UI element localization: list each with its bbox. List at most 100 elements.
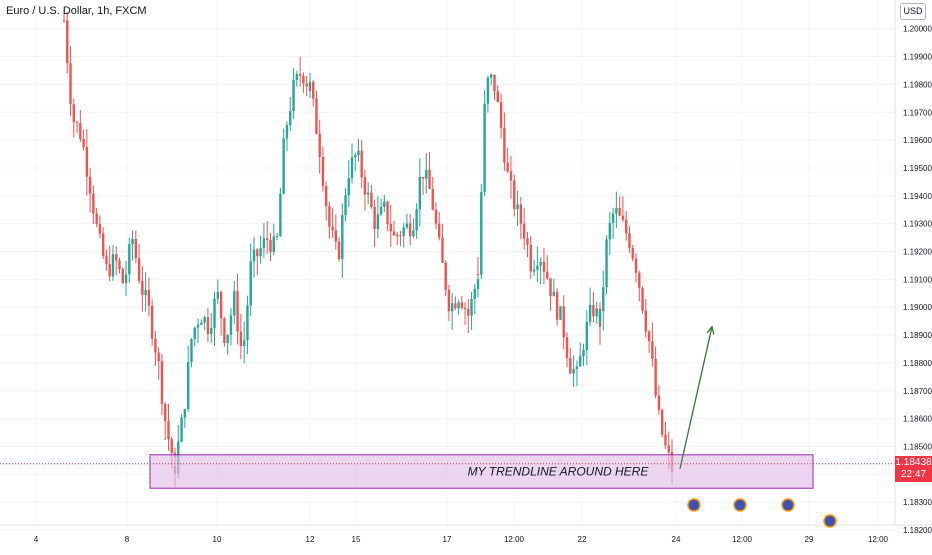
candle-body — [305, 83, 308, 87]
candle-body — [431, 188, 434, 210]
candle-body — [657, 395, 661, 410]
candle-body — [269, 239, 272, 252]
candle-body — [476, 273, 480, 275]
candle-body — [75, 122, 79, 124]
candle-body — [128, 244, 131, 275]
grid — [0, 0, 895, 531]
candle-body — [262, 238, 266, 249]
price-tick-label: 1.19800 — [903, 80, 932, 89]
candle-body — [289, 111, 292, 126]
support-zone-rect — [149, 454, 814, 489]
candle-body — [180, 417, 183, 442]
candle-body — [441, 237, 444, 263]
candle-body — [529, 244, 532, 272]
candle-body — [285, 125, 289, 139]
currency-button[interactable]: USD — [900, 3, 926, 20]
candle-body — [386, 201, 389, 225]
price-tick-label: 1.20000 — [903, 25, 932, 34]
candle-body — [226, 334, 229, 343]
candle-body — [150, 305, 154, 339]
price-tick-label: 1.18500 — [903, 442, 932, 451]
candle-body — [295, 74, 299, 80]
candle-body — [428, 169, 431, 189]
candle-body — [134, 239, 138, 259]
candle-body — [141, 281, 144, 295]
candle-body — [72, 104, 75, 123]
candle-body — [572, 369, 575, 374]
candle-body — [190, 338, 193, 362]
candle-body — [434, 209, 438, 224]
candle-body — [312, 81, 315, 99]
candle-body — [408, 223, 412, 237]
candle-body — [298, 74, 302, 76]
candle-body — [489, 74, 493, 78]
price-tick-label: 1.19200 — [903, 248, 932, 257]
economic-events — [687, 498, 837, 528]
candle-body — [526, 238, 529, 245]
candle-body — [647, 331, 651, 342]
candle-body — [206, 317, 210, 335]
candle-body — [131, 239, 134, 245]
candle-body — [549, 278, 552, 297]
candle-body — [396, 235, 399, 237]
candle-body — [302, 75, 305, 84]
candle-body — [213, 298, 216, 328]
bar-countdown: 22:47 — [900, 469, 927, 480]
candle-body — [344, 195, 347, 216]
candle-body — [562, 306, 565, 338]
candle-body — [186, 361, 190, 410]
time-axis[interactable]: 4 8 10 12 15 17 12:00 22 24 12:00 29 12:00 — [0, 524, 932, 544]
candle-body — [631, 247, 634, 259]
candle-body — [88, 176, 92, 194]
candle-body — [611, 213, 615, 223]
chart-title: Euro / U.S. Dollar, 1h, FXCM — [6, 5, 147, 17]
price-tick-label: 1.19000 — [903, 303, 932, 312]
price-tick-label: 1.18300 — [903, 498, 932, 507]
candle-body — [62, 20, 66, 22]
candle-body — [555, 291, 559, 320]
candle-body — [256, 249, 259, 257]
candle-body — [605, 239, 608, 288]
candle-body — [438, 223, 441, 238]
candle-body — [624, 219, 628, 234]
candle-body — [292, 79, 295, 112]
candle-body — [101, 233, 105, 257]
candle-body — [347, 178, 350, 196]
candle-body — [588, 305, 592, 322]
price-axis[interactable]: 1.20000 1.19900 1.19800 1.19700 1.19600 1.195… — [894, 0, 932, 535]
time-tick-label: 22 — [578, 535, 587, 544]
candle-body — [249, 261, 252, 306]
candle-body — [460, 302, 464, 308]
candle-body — [513, 180, 516, 209]
candle-body — [667, 445, 670, 453]
overlays — [0, 325, 895, 469]
time-tick-label: 17 — [443, 535, 452, 544]
candle-body — [370, 192, 373, 208]
candle-body — [170, 439, 173, 453]
candle-body — [167, 420, 170, 440]
candle-body — [236, 291, 239, 332]
candle-body — [467, 308, 470, 316]
zone-label: MY TRENDLINE AROUND HERE — [468, 465, 650, 479]
candle-body — [506, 162, 509, 172]
candle-body — [363, 177, 367, 195]
price-tick-label: 1.18700 — [903, 387, 932, 396]
candle-body — [522, 223, 526, 239]
candle-body — [476, 279, 480, 290]
candle-body — [164, 403, 167, 421]
candle-body — [376, 214, 380, 230]
candle-body — [121, 268, 124, 284]
candle-body — [402, 227, 405, 237]
candle-body — [321, 156, 325, 187]
candle-body — [366, 192, 370, 195]
candle-body — [157, 352, 160, 361]
candle-body — [516, 204, 519, 209]
candle-body — [575, 366, 579, 370]
candle-body — [383, 201, 386, 207]
price-tick-label: 1.19500 — [903, 164, 932, 173]
candle-body — [552, 291, 556, 297]
candle-body — [183, 409, 187, 418]
support-zone[interactable]: MY TRENDLINE AROUND HERE — [149, 454, 814, 489]
